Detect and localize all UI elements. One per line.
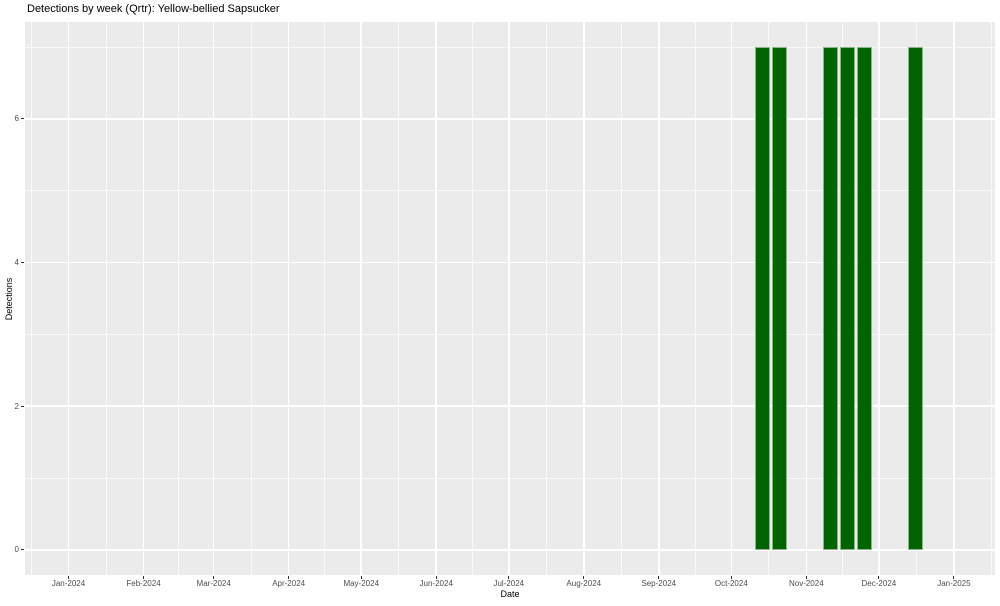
x-gridline-minor	[105, 22, 107, 575]
x-tick-mark	[878, 576, 880, 579]
x-axis-title: Date	[500, 589, 520, 599]
plot-panel	[25, 22, 995, 575]
x-tick-label: Dec-2024	[861, 579, 897, 588]
x-gridline-minor	[30, 22, 32, 575]
x-tick-mark	[213, 576, 215, 579]
y-gridline-minor	[25, 46, 995, 48]
x-gridline-major	[805, 22, 808, 575]
x-tick-label: Jan-2025	[937, 579, 971, 588]
x-gridline-major	[658, 22, 660, 575]
x-tick-label: Jul-2024	[493, 579, 525, 588]
chart-title: Detections by week (Qrtr): Yellow-bellie…	[27, 3, 280, 15]
x-gridline-minor	[398, 22, 400, 575]
x-gridline-major	[142, 22, 145, 575]
x-gridline-major	[953, 22, 955, 575]
y-gridline-major	[25, 405, 995, 407]
y-gridline-minor	[25, 477, 995, 479]
x-tick-label: Mar-2024	[196, 579, 231, 588]
x-gridline-minor	[472, 22, 473, 575]
bar	[822, 47, 839, 550]
y-tick-mark	[21, 549, 24, 551]
x-gridline-minor	[990, 22, 992, 575]
x-tick-label: Nov-2024	[788, 579, 824, 588]
x-tick-mark	[143, 576, 145, 579]
bar	[839, 47, 856, 550]
x-tick-mark	[288, 576, 290, 579]
x-gridline-minor	[178, 22, 180, 575]
x-tick-mark	[68, 576, 70, 579]
bar	[856, 47, 872, 550]
x-gridline-major	[67, 22, 70, 575]
x-gridline-major	[583, 22, 585, 575]
x-tick-mark	[953, 576, 955, 579]
x-tick-mark	[583, 576, 585, 579]
x-tick-label: Jun-2024	[419, 579, 453, 588]
y-gridline-minor	[25, 190, 995, 192]
y-axis-title: Detections	[4, 277, 14, 320]
x-gridline-minor	[620, 22, 622, 575]
x-gridline-major	[212, 22, 215, 575]
x-tick-mark	[360, 576, 362, 579]
x-tick-label: Apr-2024	[272, 579, 306, 588]
x-gridline-minor	[250, 22, 252, 575]
x-gridline-major	[287, 22, 290, 575]
y-gridline-major	[25, 549, 995, 551]
x-tick-label: Aug-2024	[566, 579, 602, 588]
x-gridline-major	[435, 22, 437, 575]
x-tick-mark	[435, 576, 437, 579]
x-gridline-major	[730, 22, 733, 575]
x-tick-mark	[805, 576, 807, 579]
x-tick-label: Jan-2024	[51, 579, 86, 588]
x-gridline-major	[508, 22, 510, 575]
y-tick-label: 4	[14, 258, 19, 268]
x-tick-mark	[730, 576, 732, 579]
y-tick-label: 6	[14, 114, 19, 124]
bar	[907, 47, 923, 550]
y-tick-mark	[21, 262, 24, 264]
y-tick-mark	[21, 405, 24, 407]
y-tick-mark	[21, 118, 24, 120]
x-gridline-major	[360, 22, 362, 575]
bar	[755, 47, 771, 550]
y-gridline-major	[25, 118, 995, 120]
x-gridline-minor	[324, 22, 326, 575]
x-tick-label: May-2024	[343, 579, 380, 588]
y-gridline-major	[25, 261, 995, 264]
y-tick-label: 0	[14, 545, 19, 555]
x-gridline-minor	[545, 22, 547, 575]
x-tick-label: Sep-2024	[641, 579, 677, 588]
x-tick-mark	[658, 576, 660, 579]
x-gridline-major	[878, 22, 880, 575]
x-tick-mark	[508, 576, 510, 579]
y-gridline-minor	[25, 333, 995, 335]
x-tick-label: Feb-2024	[126, 579, 161, 588]
x-gridline-minor	[694, 22, 696, 575]
bar	[772, 47, 788, 550]
y-tick-label: 2	[14, 401, 19, 411]
x-tick-label: Oct-2024	[714, 579, 748, 588]
